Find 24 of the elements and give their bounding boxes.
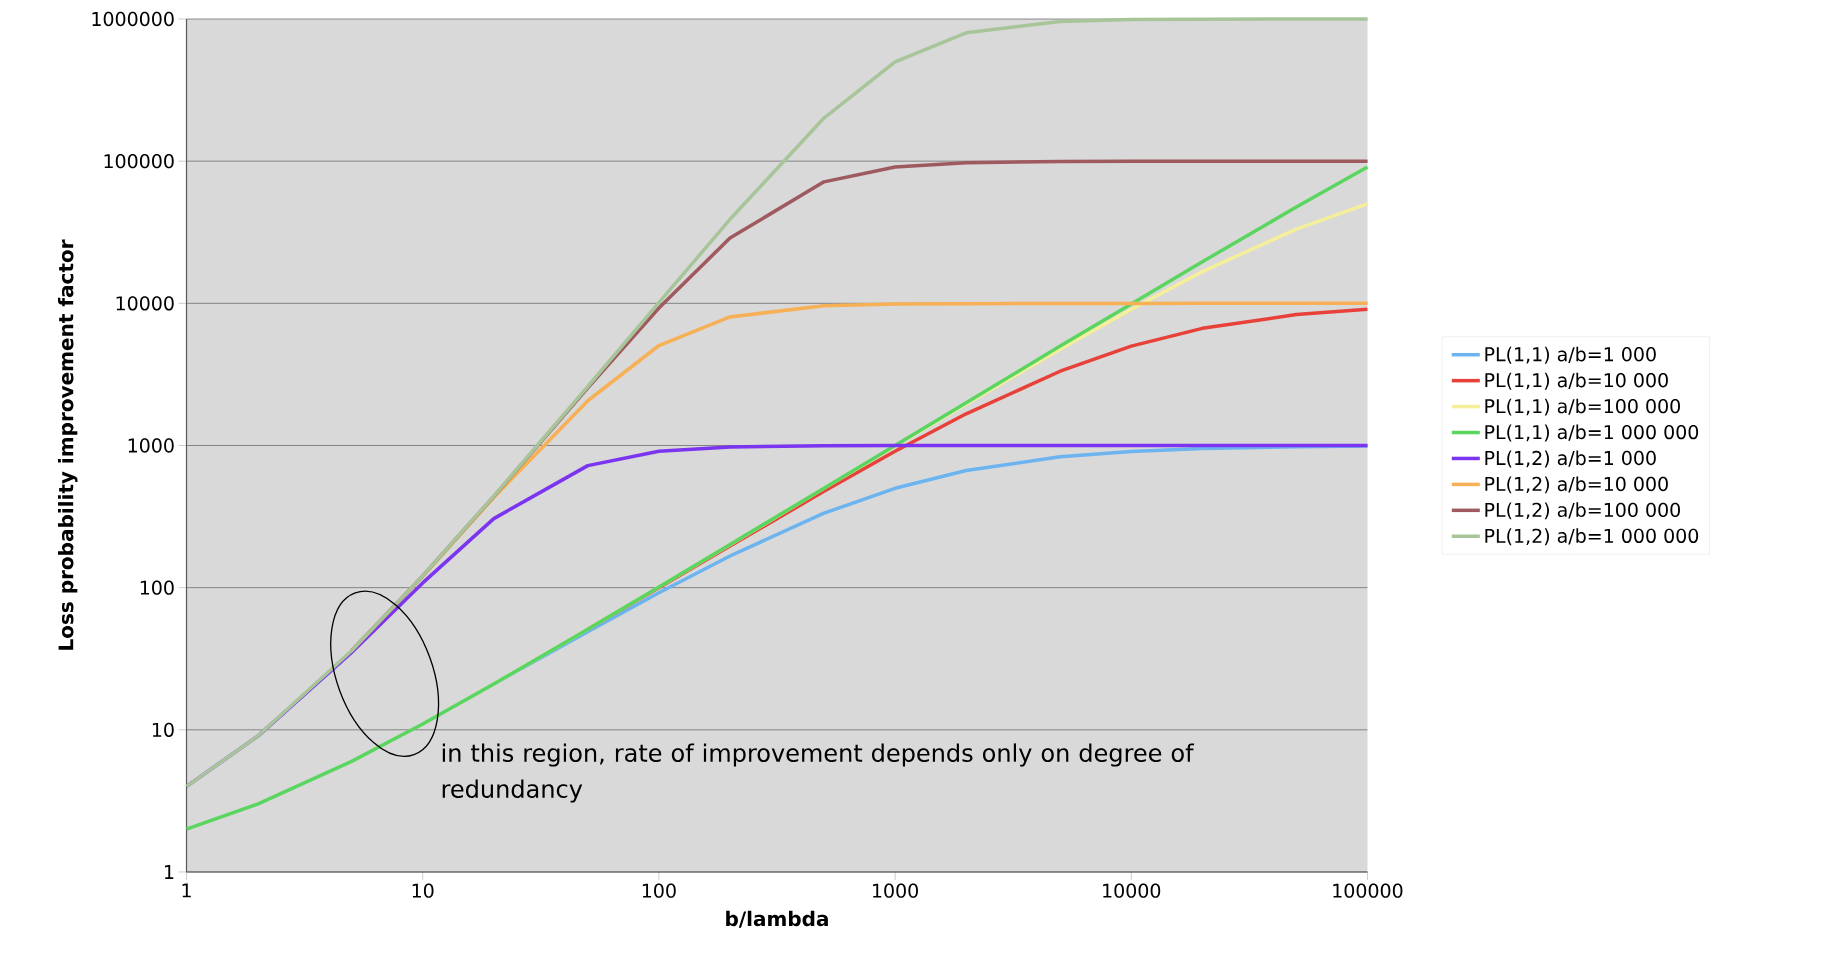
- legend-label: PL(1,2) a/b=1 000 000: [1485, 528, 1699, 546]
- x-tick-label: 100: [642, 883, 676, 898]
- y-tick-label: 100000: [104, 153, 174, 169]
- y-axis-title: Loss probability improvement factor: [57, 239, 78, 650]
- y-tick-label: 10: [152, 722, 174, 737]
- x-tick-label: 1000: [872, 883, 918, 898]
- y-tick-label: 100: [140, 580, 174, 595]
- legend-label: PL(1,1) a/b=10 000: [1485, 372, 1668, 390]
- y-tick-label: 1000000: [92, 11, 174, 27]
- annotation: in this region, rate of improvement depends only on degree of redundancy: [442, 743, 1195, 803]
- x-tick-label: 10: [412, 883, 434, 898]
- x-tick-label: 1: [182, 883, 191, 898]
- x-axis-title: b/lambda: [726, 910, 828, 928]
- legend-label: PL(1,1) a/b=1 000: [1485, 346, 1656, 364]
- y-tick-label: 1000: [128, 438, 174, 453]
- x-tick-label: 100000: [1333, 883, 1403, 898]
- y-tick-label: 10000: [116, 296, 174, 311]
- legend-label: PL(1,1) a/b=100 000: [1485, 398, 1680, 416]
- legend-label: PL(1,1) a/b=1 000 000: [1485, 424, 1699, 442]
- legend-label: PL(1,2) a/b=1 000: [1485, 450, 1656, 468]
- x-tick-label: 10000: [1103, 883, 1161, 898]
- legend-label: PL(1,2) a/b=100 000: [1485, 502, 1680, 520]
- legend-label: PL(1,2) a/b=10 000: [1485, 476, 1668, 494]
- y-tick-label: 1: [164, 865, 174, 879]
